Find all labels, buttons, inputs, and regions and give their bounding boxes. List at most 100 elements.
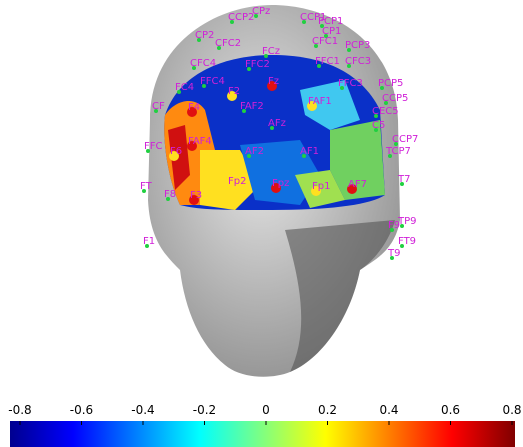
electrode-label: F2 (228, 86, 240, 97)
electrode-dot (254, 14, 258, 18)
electrode-dot (146, 149, 150, 153)
electrode-dot (347, 64, 351, 68)
electrode-dot (320, 24, 324, 28)
electrode-dot (169, 151, 179, 161)
electrode-dot (317, 64, 321, 68)
electrode-label: FFC4 (200, 76, 225, 87)
electrode-label: FT9 (398, 236, 416, 247)
electrode-label: CP1 (322, 26, 341, 37)
electrode-label: T7 (397, 174, 410, 185)
electrode-label: Fp2 (228, 176, 246, 187)
electrode-dot (270, 126, 274, 130)
electrode-dot (380, 86, 384, 90)
electrode-dot (189, 195, 199, 205)
electrode-dot (347, 184, 357, 194)
electrode-label: CFC3 (345, 56, 371, 67)
electrode-label: CFC4 (190, 58, 216, 69)
electrode-label: Fp1 (312, 181, 330, 192)
electrode-label: AF2 (245, 146, 264, 157)
electrode-dot (307, 101, 317, 111)
electrode-label: T9 (387, 248, 400, 259)
electrode-label: PCP3 (345, 40, 370, 51)
electrode-dot (311, 186, 321, 196)
electrode-label: FAF4 (188, 136, 212, 147)
electrode-label: FFC1 (315, 56, 340, 67)
face-shadow (285, 220, 395, 372)
electrode-dot (177, 90, 181, 94)
tick-label: 0.6 (441, 403, 460, 417)
electrode-dot (267, 81, 277, 91)
electrode-label: PCP5 (378, 78, 403, 89)
electrode-dot (192, 66, 196, 70)
electrode-dot (394, 142, 398, 146)
electrode-label: F9 (388, 220, 400, 231)
topomap (164, 55, 385, 210)
electrode-label: CCP2 (228, 12, 254, 23)
colorbar-ticks: -0.8 -0.6 -0.4 -0.2 0 0.2 0.4 0.6 0.8 (8, 403, 522, 425)
tick-label: 0.8 (502, 403, 521, 417)
electrode-label: FFC (144, 141, 163, 152)
electrode-label: Fz (268, 76, 279, 87)
electrode-dot (302, 20, 306, 24)
tick-label: -0.2 (193, 403, 216, 417)
electrode-dot (400, 182, 404, 186)
tick-label: -0.4 (131, 403, 154, 417)
electrode-dot (340, 86, 344, 90)
electrode-label: CP2 (195, 30, 214, 41)
electrode-label: FFC2 (245, 59, 270, 70)
electrode-dot (271, 183, 281, 193)
electrode-label: F6 (170, 146, 182, 157)
electrode-dot (247, 154, 251, 158)
electrode-dot (388, 154, 392, 158)
electrode-label: TP9 (397, 216, 417, 227)
tick-label: 0.2 (318, 403, 337, 417)
electrode-dot (166, 197, 170, 201)
electrode-label: CPz (252, 6, 270, 17)
electrode-label: FFC3 (338, 78, 363, 89)
electrode-label: FC4 (175, 82, 194, 93)
electrode-dot (202, 84, 206, 88)
electrode-dot (384, 101, 388, 105)
electrode-label: CEC5 (372, 106, 399, 117)
map-region (200, 150, 260, 210)
map-region (240, 140, 320, 205)
colorbar (10, 421, 515, 447)
electrode-dot (217, 46, 221, 50)
electrode-dot (374, 128, 378, 132)
electrode-label: FT (140, 181, 153, 192)
electrode-label: CF (152, 101, 165, 112)
electrode-dot (187, 107, 197, 117)
electrode-label: CCP5 (382, 93, 408, 104)
electrode-label: Fpz (272, 178, 289, 189)
electrode-dot (187, 141, 197, 151)
electrode-label: CFC1 (312, 36, 338, 47)
electrode-label: CCP1 (300, 12, 326, 23)
electrode-dot (347, 48, 351, 52)
map-region (300, 80, 360, 130)
electrode-label: AFz (268, 118, 286, 129)
electrode-dot (264, 54, 268, 58)
electrode-label: FAF2 (240, 101, 264, 112)
electrode-dot (400, 244, 404, 248)
electrode-dot (154, 109, 158, 113)
electrode-label: F4 (188, 102, 200, 113)
tick-label: 0 (262, 403, 270, 417)
electrode-dot (390, 228, 394, 232)
electrode-dot (227, 91, 237, 101)
electrode-label: C5 (372, 120, 385, 131)
electrode-label: AF1 (300, 146, 319, 157)
electrode-dot (230, 20, 234, 24)
electrode-label: F3 (190, 190, 202, 201)
electrode-dot (302, 154, 306, 158)
electrode-dot (314, 44, 318, 48)
electrode-dot (324, 34, 328, 38)
electrode-label: FCz (262, 46, 280, 57)
tick-label: 0.4 (379, 403, 398, 417)
electrode-dot (374, 114, 378, 118)
electrode-dot (247, 67, 251, 71)
electrode-label: F8 (164, 189, 176, 200)
electrode-label: FAF1 (308, 96, 332, 107)
electrode-dot (242, 109, 246, 113)
